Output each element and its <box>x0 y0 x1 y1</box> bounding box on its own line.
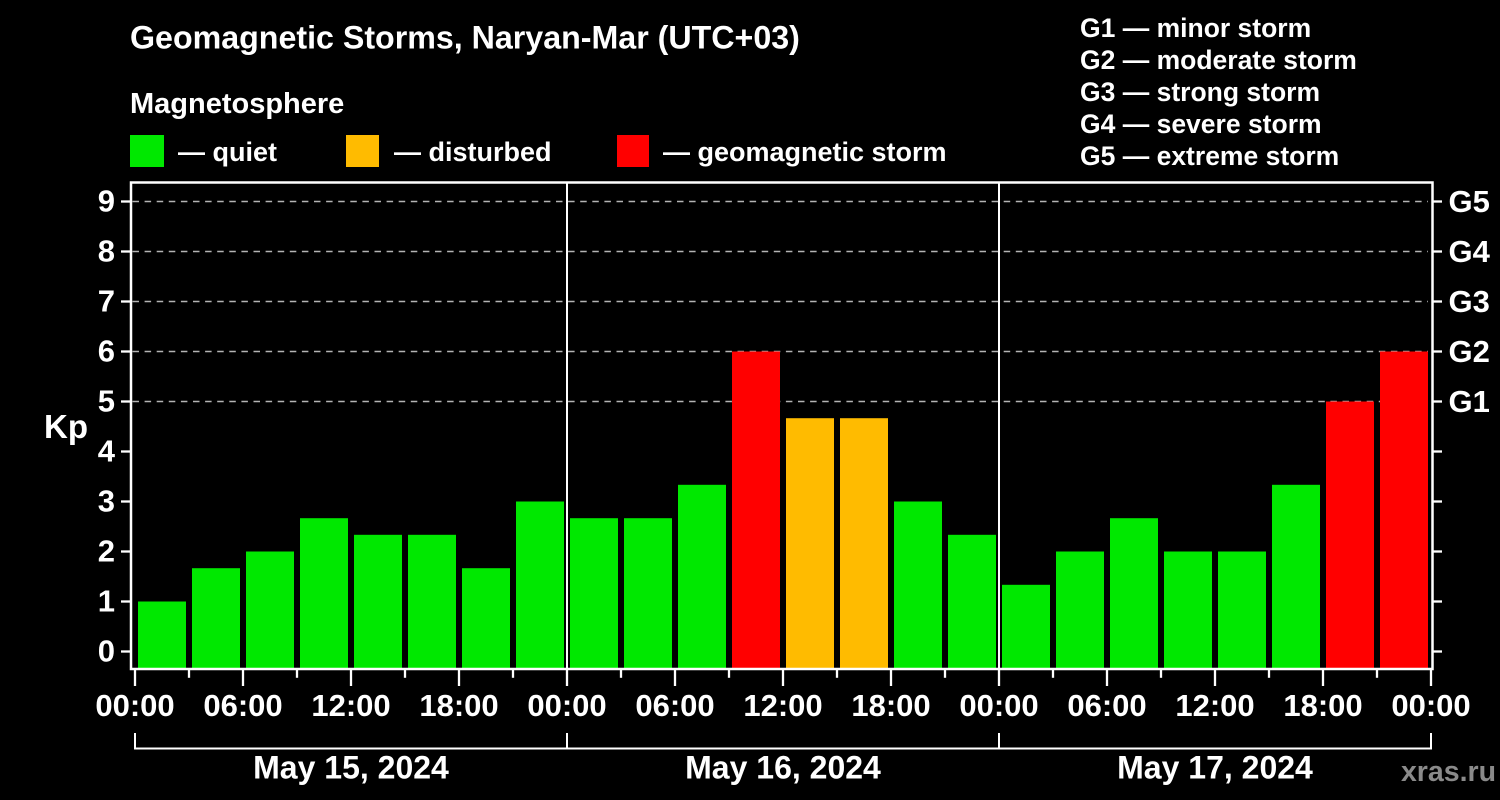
svg-text:G4: G4 <box>1449 234 1491 269</box>
svg-text:18:00: 18:00 <box>419 688 498 723</box>
svg-text:G1 — minor storm: G1 — minor storm <box>1080 13 1311 43</box>
svg-text:12:00: 12:00 <box>1175 688 1254 723</box>
svg-text:06:00: 06:00 <box>635 688 714 723</box>
svg-text:G5: G5 <box>1449 184 1490 219</box>
svg-text:G4 — severe storm: G4 — severe storm <box>1080 109 1322 139</box>
svg-text:0: 0 <box>98 633 115 668</box>
svg-text:Magnetosphere: Magnetosphere <box>130 88 344 120</box>
svg-text:06:00: 06:00 <box>1067 688 1146 723</box>
svg-text:7: 7 <box>98 283 115 318</box>
svg-text:4: 4 <box>98 433 116 468</box>
svg-text:5: 5 <box>98 383 115 418</box>
svg-text:Geomagnetic Storms, Naryan-Mar: Geomagnetic Storms, Naryan-Mar (UTC+03) <box>130 20 800 56</box>
svg-text:9: 9 <box>98 183 115 218</box>
svg-text:00:00: 00:00 <box>959 688 1038 723</box>
svg-text:May 16, 2024: May 16, 2024 <box>685 750 881 786</box>
svg-text:— quiet: — quiet <box>178 137 277 167</box>
svg-text:8: 8 <box>98 233 115 268</box>
svg-text:— disturbed: — disturbed <box>394 137 552 167</box>
svg-text:12:00: 12:00 <box>311 688 390 723</box>
svg-text:18:00: 18:00 <box>851 688 930 723</box>
svg-text:00:00: 00:00 <box>95 688 174 723</box>
svg-text:6: 6 <box>98 333 115 368</box>
svg-text:06:00: 06:00 <box>203 688 282 723</box>
svg-text:G1: G1 <box>1449 384 1490 419</box>
svg-text:12:00: 12:00 <box>743 688 822 723</box>
svg-text:xras.ru: xras.ru <box>1401 756 1496 788</box>
svg-text:G2 — moderate storm: G2 — moderate storm <box>1080 45 1357 75</box>
svg-text:1: 1 <box>98 583 115 618</box>
svg-text:— geomagnetic storm: — geomagnetic storm <box>663 137 947 167</box>
svg-text:G2: G2 <box>1449 334 1490 369</box>
svg-text:May 17, 2024: May 17, 2024 <box>1117 750 1313 786</box>
svg-text:00:00: 00:00 <box>527 688 606 723</box>
svg-text:00:00: 00:00 <box>1391 688 1470 723</box>
svg-text:May 15, 2024: May 15, 2024 <box>253 750 449 786</box>
svg-text:3: 3 <box>98 483 115 518</box>
svg-text:G3: G3 <box>1449 284 1490 319</box>
svg-text:G3 — strong storm: G3 — strong storm <box>1080 77 1320 107</box>
svg-text:2: 2 <box>98 533 115 568</box>
svg-text:G5 — extreme storm: G5 — extreme storm <box>1080 141 1339 171</box>
svg-text:18:00: 18:00 <box>1283 688 1362 723</box>
svg-text:Kp: Kp <box>44 408 88 445</box>
